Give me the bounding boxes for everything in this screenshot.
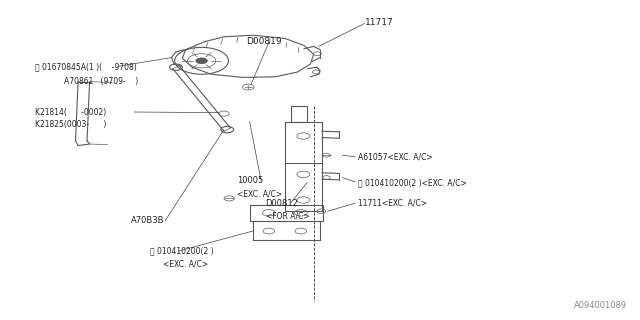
Text: A61057<EXC. A/C>: A61057<EXC. A/C> <box>358 152 433 161</box>
Circle shape <box>196 58 207 64</box>
Text: K21814(      -0002): K21814( -0002) <box>35 108 106 116</box>
Text: 11711<EXC. A/C>: 11711<EXC. A/C> <box>358 199 428 208</box>
Text: Ⓑ 010410200(2 )<EXC. A/C>: Ⓑ 010410200(2 )<EXC. A/C> <box>358 178 467 187</box>
Text: K21825(0003-      ): K21825(0003- ) <box>35 120 107 129</box>
Text: 10005: 10005 <box>237 176 263 185</box>
Text: A094001089: A094001089 <box>574 301 627 310</box>
Text: Ⓑ 010410200(2 ): Ⓑ 010410200(2 ) <box>150 247 214 256</box>
Text: <FOR A/C>: <FOR A/C> <box>266 212 309 220</box>
Text: A70B3B: A70B3B <box>131 216 164 225</box>
Text: <EXC. A/C>: <EXC. A/C> <box>163 260 209 268</box>
Text: Ⓑ 01670845A(1 )(    -9708): Ⓑ 01670845A(1 )( -9708) <box>35 63 137 72</box>
Text: <EXC. A/C>: <EXC. A/C> <box>237 189 282 198</box>
Text: 11717: 11717 <box>365 18 394 27</box>
Text: D00812: D00812 <box>266 199 298 208</box>
Text: D00819: D00819 <box>246 37 282 46</box>
Text: A70861   (9709-    ): A70861 (9709- ) <box>64 77 138 86</box>
